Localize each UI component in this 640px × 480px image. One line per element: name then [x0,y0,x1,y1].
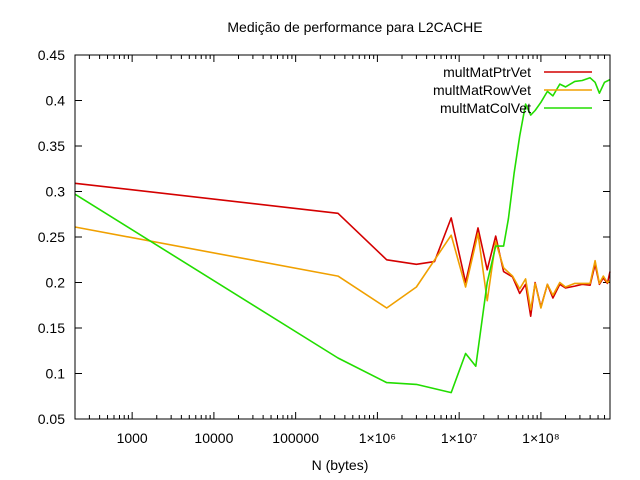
y-tick-label: 0.2 [46,275,66,291]
series-line-multMatColVet [74,77,611,394]
legend-label: multMatColVet [440,100,531,116]
plot-frame [74,54,611,420]
plot-area: 0.05 0.1 0.15 0.2 0.25 0.3 0.35 0.4 0.45 1000 1000… [38,47,611,446]
y-tick-label: 0.15 [38,320,65,336]
y-tick-label: 0.3 [46,184,66,200]
y-tick-label: 0.25 [38,229,65,245]
series-line-multMatRowVet [74,226,611,311]
x-axis-label: N (bytes) [312,457,369,473]
y-tick-label: 0.1 [46,366,66,382]
x-tick-label: 1×10⁷ [441,430,478,446]
legend-label: multMatRowVet [433,82,531,98]
legend-label: multMatPtrVet [443,64,531,80]
chart-title: Medição de performance para L2CACHE [227,19,482,35]
x-tick-label: 100000 [272,430,319,446]
x-tick-label: 10000 [194,430,233,446]
x-tick-label: 1×10⁶ [359,430,396,446]
y-tick-label: 0.4 [46,93,66,109]
x-tick-label: 1000 [117,430,148,446]
y-tick-label: 0.35 [38,138,65,154]
x-tick-label: 1×10⁸ [522,430,560,446]
y-tick-label: 0.45 [38,47,65,63]
y-tick-label: 0.05 [38,411,65,427]
